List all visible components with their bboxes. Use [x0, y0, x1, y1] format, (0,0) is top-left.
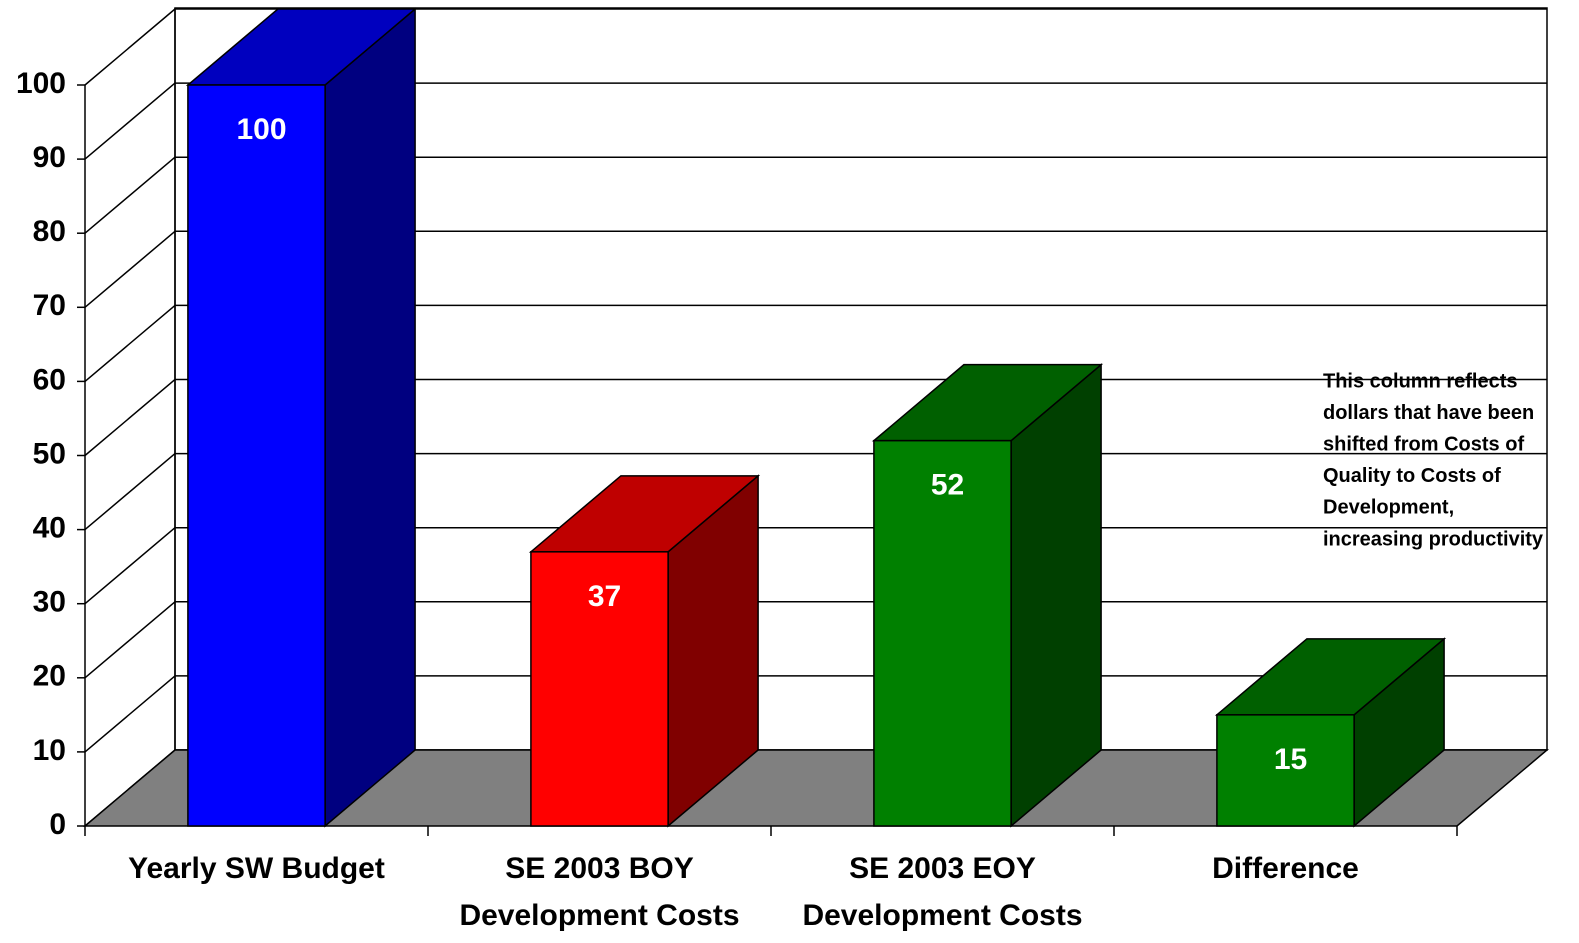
side-grid-line	[84, 601, 176, 679]
value-label: 100	[236, 113, 286, 146]
y-tick-label: 50	[33, 437, 66, 470]
x-tick-label: SE 2003 BOY	[505, 852, 693, 885]
bar	[1216, 714, 1355, 827]
y-tick-label: 60	[33, 363, 66, 396]
annotation: This column reflects	[1323, 370, 1518, 392]
side-grid-line	[84, 453, 176, 531]
annotation: Quality to Costs of	[1323, 465, 1501, 487]
side-grid-line	[84, 675, 176, 753]
y-tick-label: 20	[33, 660, 66, 693]
side-grid-line	[84, 378, 176, 457]
y-tick-label: 30	[33, 586, 66, 619]
annotation: Development,	[1323, 497, 1454, 519]
annotation: dollars that have been	[1323, 402, 1534, 424]
value-label: 37	[588, 580, 621, 613]
x-tick-label: Yearly SW Budget	[128, 852, 385, 885]
annotation: shifted from Costs of	[1323, 433, 1524, 455]
bar	[873, 439, 1012, 827]
x-tick-label: Development Costs	[459, 899, 739, 932]
y-tick-label: 100	[16, 67, 66, 100]
side-grid-line	[84, 304, 176, 382]
bar-side	[1010, 363, 1102, 828]
y-tick-label: 80	[33, 215, 66, 248]
bar	[530, 551, 669, 827]
y-tick-label: 0	[49, 808, 66, 841]
y-tick-label: 90	[33, 141, 66, 174]
bar-side	[324, 7, 416, 828]
side-grid-line	[84, 527, 176, 605]
value-label: 52	[931, 469, 964, 502]
x-tick-label: Difference	[1212, 852, 1359, 885]
side-grid-line	[84, 82, 176, 160]
y-tick-label: 40	[33, 512, 66, 545]
y-tick-label: 10	[33, 734, 66, 767]
side-grid-line	[84, 230, 176, 308]
side-grid-line	[84, 8, 176, 86]
side-grid-line	[84, 156, 176, 234]
value-label: 15	[1274, 743, 1307, 776]
x-tick-label: SE 2003 EOY	[849, 852, 1036, 885]
annotation: increasing productivity	[1323, 528, 1544, 550]
bar	[187, 84, 326, 827]
y-tick-label: 70	[33, 289, 66, 322]
x-tick-label: Development Costs	[802, 899, 1082, 932]
